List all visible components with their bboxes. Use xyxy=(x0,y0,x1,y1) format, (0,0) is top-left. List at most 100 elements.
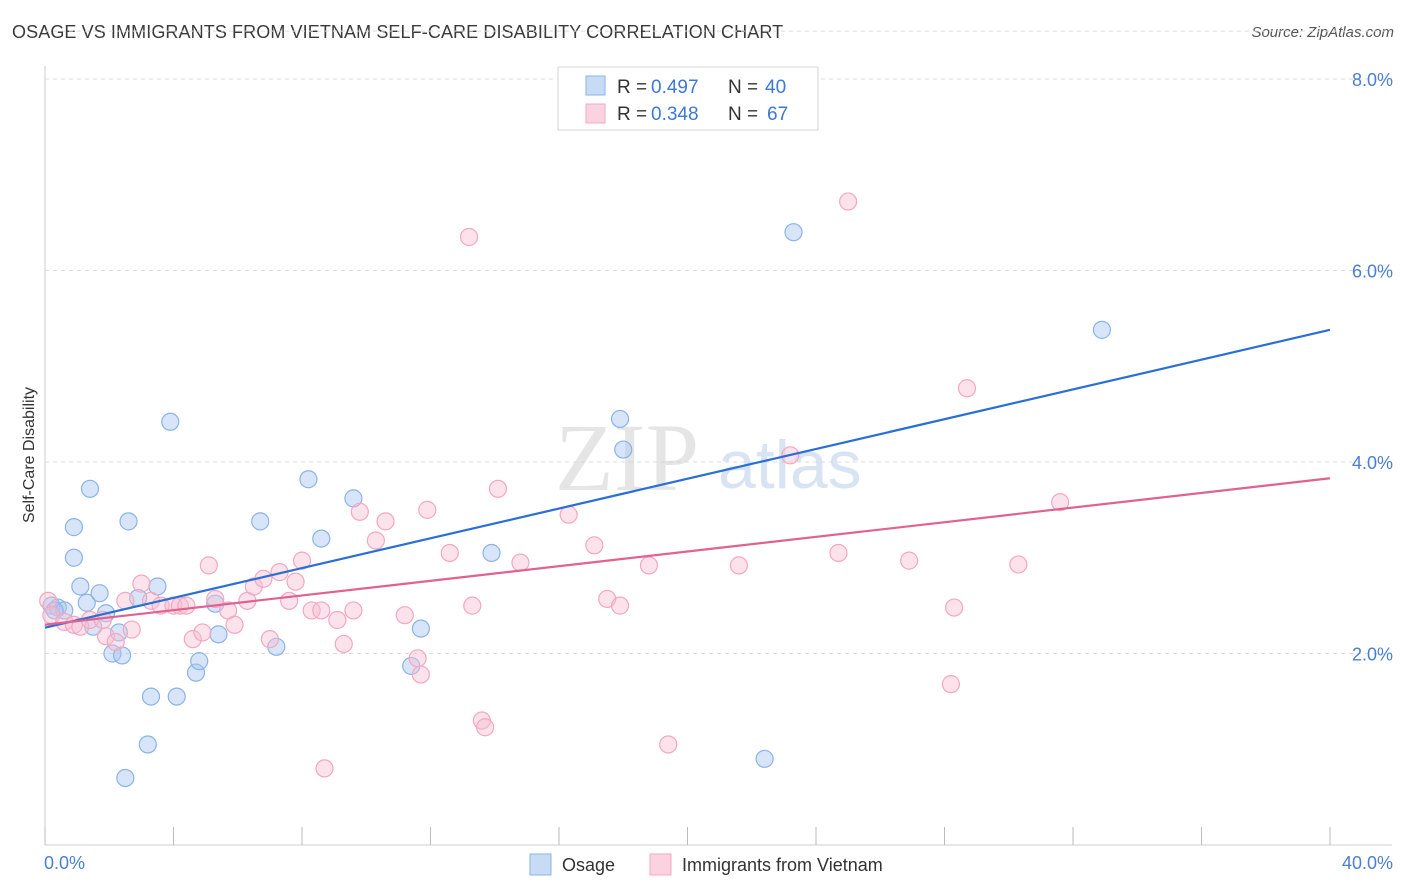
bottom-legend-vietnam: Immigrants from Vietnam xyxy=(682,855,883,875)
osage-point xyxy=(251,512,270,531)
vietnam-point xyxy=(395,606,414,625)
vietnam-point xyxy=(280,591,299,610)
osage-point xyxy=(119,512,138,531)
y-axis-label: Self-Care Disability xyxy=(21,387,38,523)
vietnam-point xyxy=(463,596,482,615)
osage-point xyxy=(312,529,331,548)
chart-title: OSAGE VS IMMIGRANTS FROM VIETNAM SELF-CA… xyxy=(12,22,784,42)
vietnam-point xyxy=(1009,555,1028,574)
vietnam-point xyxy=(511,553,530,572)
osage-point xyxy=(614,440,633,459)
vietnam-point xyxy=(411,665,430,684)
vietnam-point xyxy=(286,572,305,591)
osage-point xyxy=(80,479,100,498)
vietnam-point xyxy=(206,589,225,609)
osage-point xyxy=(167,687,186,706)
vietnam-point xyxy=(585,536,604,555)
source-label: Source: ZipAtlas.com xyxy=(1251,24,1394,41)
y-tick-label: 6.0% xyxy=(1352,262,1393,282)
y-tick-label: 2.0% xyxy=(1352,645,1393,665)
vietnam-point xyxy=(302,601,321,620)
vietnam-point xyxy=(177,596,196,615)
vietnam-point xyxy=(729,556,749,575)
osage-point xyxy=(190,652,209,671)
watermark: ZIP atlas xyxy=(555,404,862,511)
vietnam-point xyxy=(183,630,202,649)
vietnam-point xyxy=(488,479,508,498)
vietnam-point xyxy=(610,596,630,615)
osage-point xyxy=(784,223,803,242)
vietnam-point xyxy=(1051,493,1070,512)
vietnam-point xyxy=(244,577,263,596)
legend-swatch-vietnam xyxy=(585,103,606,124)
vietnam-point xyxy=(376,512,395,531)
bottom-legend: Osage Immigrants from Vietnam xyxy=(529,853,883,876)
legend-n-value-2: 67 xyxy=(767,104,788,125)
vietnam-point xyxy=(328,610,347,630)
legend-r-label-1: R = xyxy=(617,77,647,98)
legend: R = 0.497 N = 40 R = 0.348 N = 67 xyxy=(557,66,819,131)
vietnam-point xyxy=(957,379,977,398)
vietnam-point xyxy=(199,556,218,575)
vietnam-point xyxy=(459,227,479,247)
vietnam-point xyxy=(334,634,353,654)
grid-lines xyxy=(45,30,1392,654)
osage-point xyxy=(186,663,206,682)
y-tick-label: 4.0% xyxy=(1352,453,1393,473)
vietnam-point xyxy=(312,601,331,620)
osage-point xyxy=(411,619,430,638)
vietnam-point xyxy=(225,615,244,634)
vietnam-point xyxy=(900,551,919,570)
osage-point xyxy=(610,409,630,429)
legend-n-label-1: N = xyxy=(728,77,758,98)
vietnam-point xyxy=(39,591,58,610)
data-points xyxy=(39,192,1112,788)
osage-point xyxy=(161,412,180,431)
vietnam-point xyxy=(659,735,678,754)
legend-n-label-2: N = xyxy=(728,104,758,125)
osage-point xyxy=(116,768,135,788)
vietnam-point xyxy=(440,543,459,563)
vietnam-point xyxy=(945,598,964,617)
vietnam-point xyxy=(639,556,659,575)
vietnam-point xyxy=(839,192,858,211)
osage-point xyxy=(64,548,84,567)
osage-point xyxy=(71,577,90,596)
osage-point xyxy=(209,625,228,644)
osage-point xyxy=(138,735,157,754)
vietnam-point xyxy=(408,649,427,668)
vietnam-point xyxy=(344,601,363,620)
vietnam-point xyxy=(260,630,279,649)
vietnam-point xyxy=(418,500,437,519)
bottom-legend-osage: Osage xyxy=(562,855,615,875)
vietnam-point xyxy=(193,623,212,642)
legend-r-value-2: 0.348 xyxy=(651,104,699,125)
vietnam-point xyxy=(106,632,125,652)
osage-point xyxy=(64,518,84,537)
y-tick-label: 8.0% xyxy=(1352,70,1393,90)
vietnam-point xyxy=(476,718,495,737)
vietnam-point xyxy=(941,675,961,694)
osage-point xyxy=(77,593,96,612)
vietnam-point xyxy=(122,620,141,639)
vietnam-point xyxy=(829,543,848,563)
vietnam-point xyxy=(350,502,369,521)
vietnam-point xyxy=(96,627,116,646)
osage-point xyxy=(482,543,501,563)
bottom-legend-swatch-osage xyxy=(529,853,552,876)
osage-point xyxy=(755,749,774,768)
vietnam-point xyxy=(366,531,385,550)
osage-point xyxy=(141,687,161,706)
x-tick-label-end: 40.0% xyxy=(1342,853,1393,873)
tick-labels: 2.0% 4.0% 6.0% 8.0% 0.0% 40.0% xyxy=(44,70,1393,873)
legend-r-value-1: 0.497 xyxy=(651,77,699,98)
legend-n-value-1: 40 xyxy=(765,77,786,98)
vietnam-point xyxy=(71,617,90,636)
osage-trend-line xyxy=(44,328,1331,629)
watermark-atlas: atlas xyxy=(718,427,862,503)
bottom-legend-swatch-vietnam xyxy=(649,853,672,876)
x-tick-label-start: 0.0% xyxy=(44,853,85,873)
axes xyxy=(44,66,1392,846)
vietnam-trend-line xyxy=(44,477,1331,626)
